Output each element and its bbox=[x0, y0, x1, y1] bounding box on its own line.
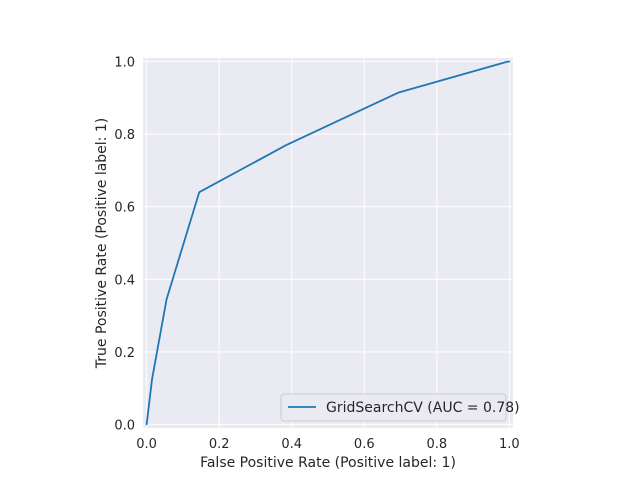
legend-entry-label: GridSearchCV (AUC = 0.78) bbox=[326, 400, 520, 416]
x-tick-label: 0.6 bbox=[354, 437, 375, 452]
y-tick-label: 0.2 bbox=[114, 346, 135, 361]
x-tick-label: 1.0 bbox=[499, 437, 520, 452]
y-tick-label: 0.0 bbox=[114, 418, 135, 433]
y-tick-label: 0.8 bbox=[114, 128, 135, 143]
roc-curve-line bbox=[145, 60, 511, 426]
x-tick-label: 0.2 bbox=[209, 437, 230, 452]
y-tick-label: 1.0 bbox=[114, 56, 135, 71]
legend: GridSearchCV (AUC = 0.78) bbox=[280, 393, 520, 422]
x-axis-label: False Positive Rate (Positive label: 1) bbox=[200, 455, 456, 471]
y-tick-labels: 0.0 0.2 0.4 0.6 0.8 1.0 bbox=[114, 56, 135, 434]
grid-lines bbox=[143, 58, 513, 428]
y-tick-label: 0.4 bbox=[114, 273, 135, 288]
x-tick-labels: 0.0 0.2 0.4 0.6 0.8 1.0 bbox=[136, 437, 519, 452]
legend-box bbox=[280, 393, 507, 422]
y-tick-label: 0.6 bbox=[114, 201, 135, 216]
y-axis-label: True Positive Rate (Positive label: 1) bbox=[94, 118, 110, 369]
x-tick-label: 0.0 bbox=[136, 437, 157, 452]
plot-area bbox=[143, 58, 513, 428]
series-lines bbox=[145, 60, 511, 426]
x-tick-label: 0.4 bbox=[281, 437, 302, 452]
x-tick-label: 0.8 bbox=[426, 437, 447, 452]
